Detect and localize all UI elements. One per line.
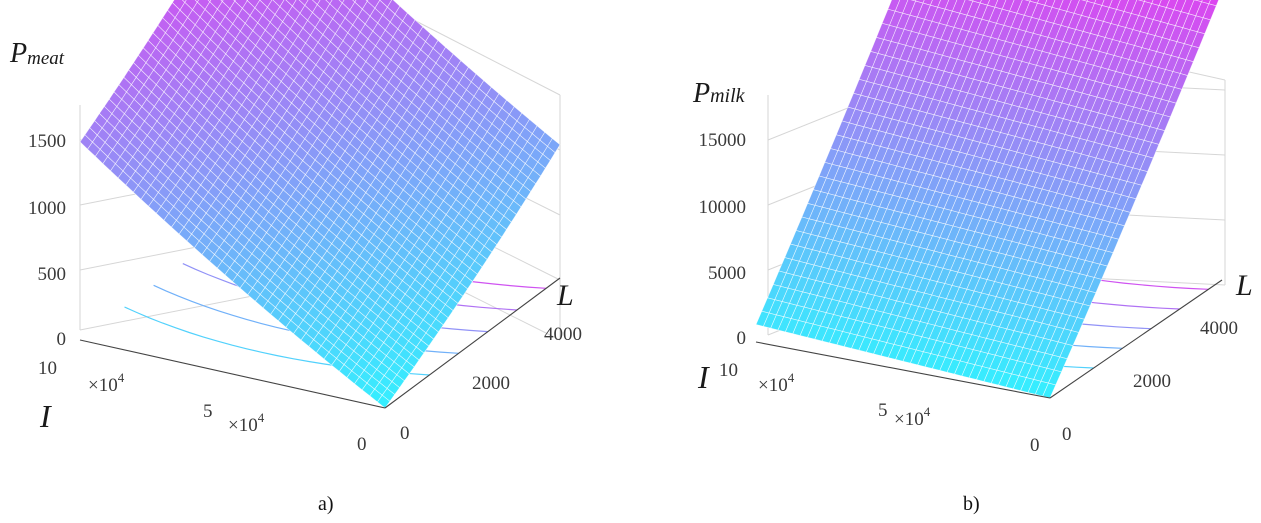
surface-cell: [325, 0, 333, 5]
panel-b-i-tick: 0: [1030, 435, 1040, 456]
panel-b-z-tick: 0: [737, 328, 747, 349]
panel-a-i-tick: 10: [38, 358, 57, 379]
panel-b-l-tick: 0: [1062, 424, 1072, 445]
panel-b-i-tick: 5: [878, 400, 888, 421]
panel-a-z-tick: 1500: [28, 131, 66, 152]
panel-b-i-axis: [755, 341, 1051, 399]
panel-b-i-multiplier: ×104: [894, 404, 931, 430]
panel-a-l-tick: 2000: [472, 373, 510, 394]
panel-a-z-label: Pmeat: [9, 38, 65, 69]
surface-cell: [311, 0, 321, 6]
panel-a-z-tick: 500: [38, 264, 67, 285]
panel-a-i-axis: [79, 339, 386, 409]
panel-a-l-label: L: [556, 279, 574, 312]
panel-b-l-tick: 4000: [1200, 318, 1238, 339]
panel-b-z-label: Pmilk: [692, 78, 746, 109]
panel-a-z-tick: 0: [57, 329, 67, 350]
surface-cell: [338, 0, 345, 4]
panel-b-i-multiplier: ×104: [758, 370, 795, 396]
panel-b-chart: 0 5000 10000 15000 Pmilk 10 ×104 5 ×104 …: [692, 0, 1253, 515]
panel-b-z-tick: 15000: [699, 130, 747, 151]
panel-b-surface: [755, 0, 1219, 399]
panel-b-z-tick: 10000: [699, 197, 747, 218]
panel-a-caption: a): [318, 493, 334, 515]
panel-b-caption: b): [963, 493, 980, 515]
panel-a-i-tick: 5: [203, 401, 213, 422]
panel-a-chart: 0 500 1000 1500 Pmeat 10 ×104 5 ×104 0 0…: [9, 0, 582, 515]
panel-a-z-tick: 1000: [28, 198, 66, 219]
surface-cell: [376, 394, 391, 409]
panel-a-i-tick: 0: [357, 434, 367, 455]
panel-a-surface: [79, 0, 561, 409]
panel-b-l-axis: [1049, 279, 1223, 399]
panel-b-i-label: I: [697, 359, 710, 395]
panel-b-l-label: L: [1235, 269, 1253, 302]
panel-a-l-axis: [384, 277, 561, 409]
panel-a-i-multiplier: ×104: [228, 410, 265, 436]
panel-a-i-multiplier: ×104: [88, 370, 125, 396]
panel-b-l-tick: 2000: [1133, 371, 1171, 392]
panel-b-i-tick: 10: [719, 360, 738, 381]
panel-a-i-label: I: [39, 398, 52, 434]
panel-b-z-tick: 5000: [708, 263, 746, 284]
panel-a-l-tick: 0: [400, 423, 410, 444]
panel-a-l-tick: 4000: [544, 324, 582, 345]
